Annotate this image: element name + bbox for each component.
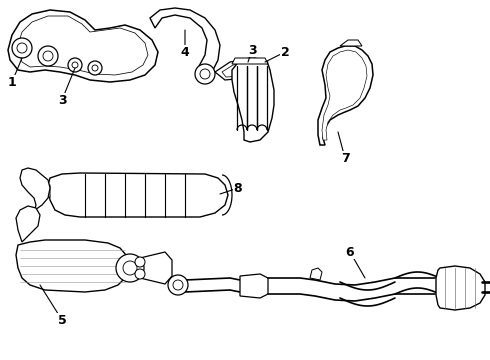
Polygon shape xyxy=(16,206,40,242)
Polygon shape xyxy=(340,40,362,46)
Polygon shape xyxy=(140,252,172,284)
Polygon shape xyxy=(310,268,322,280)
Polygon shape xyxy=(40,183,50,198)
Text: 3: 3 xyxy=(247,44,256,62)
Circle shape xyxy=(195,64,215,84)
Polygon shape xyxy=(232,58,274,142)
Polygon shape xyxy=(322,50,367,140)
Circle shape xyxy=(12,38,32,58)
Circle shape xyxy=(123,261,137,275)
Text: 3: 3 xyxy=(58,68,75,107)
Text: 2: 2 xyxy=(265,45,290,62)
Text: 1: 1 xyxy=(8,58,22,89)
Text: 7: 7 xyxy=(338,132,349,165)
Polygon shape xyxy=(18,16,148,75)
Polygon shape xyxy=(16,240,128,292)
Polygon shape xyxy=(318,46,373,145)
Circle shape xyxy=(72,62,78,68)
Circle shape xyxy=(92,65,98,71)
Polygon shape xyxy=(436,266,485,310)
Circle shape xyxy=(68,58,82,72)
Text: 6: 6 xyxy=(345,246,365,278)
Circle shape xyxy=(17,43,27,53)
Circle shape xyxy=(135,269,145,279)
Polygon shape xyxy=(8,10,158,82)
Circle shape xyxy=(173,280,183,290)
Circle shape xyxy=(135,257,145,267)
Circle shape xyxy=(168,275,188,295)
Polygon shape xyxy=(150,8,220,78)
Text: 5: 5 xyxy=(40,285,66,327)
Polygon shape xyxy=(232,58,268,64)
Polygon shape xyxy=(48,173,228,217)
Circle shape xyxy=(43,51,53,61)
Polygon shape xyxy=(215,58,268,80)
Polygon shape xyxy=(222,62,262,77)
Polygon shape xyxy=(20,168,50,215)
Polygon shape xyxy=(240,274,268,298)
Circle shape xyxy=(116,254,144,282)
Text: 8: 8 xyxy=(220,181,243,194)
Circle shape xyxy=(200,69,210,79)
Text: 4: 4 xyxy=(181,30,189,59)
Circle shape xyxy=(88,61,102,75)
Circle shape xyxy=(38,46,58,66)
